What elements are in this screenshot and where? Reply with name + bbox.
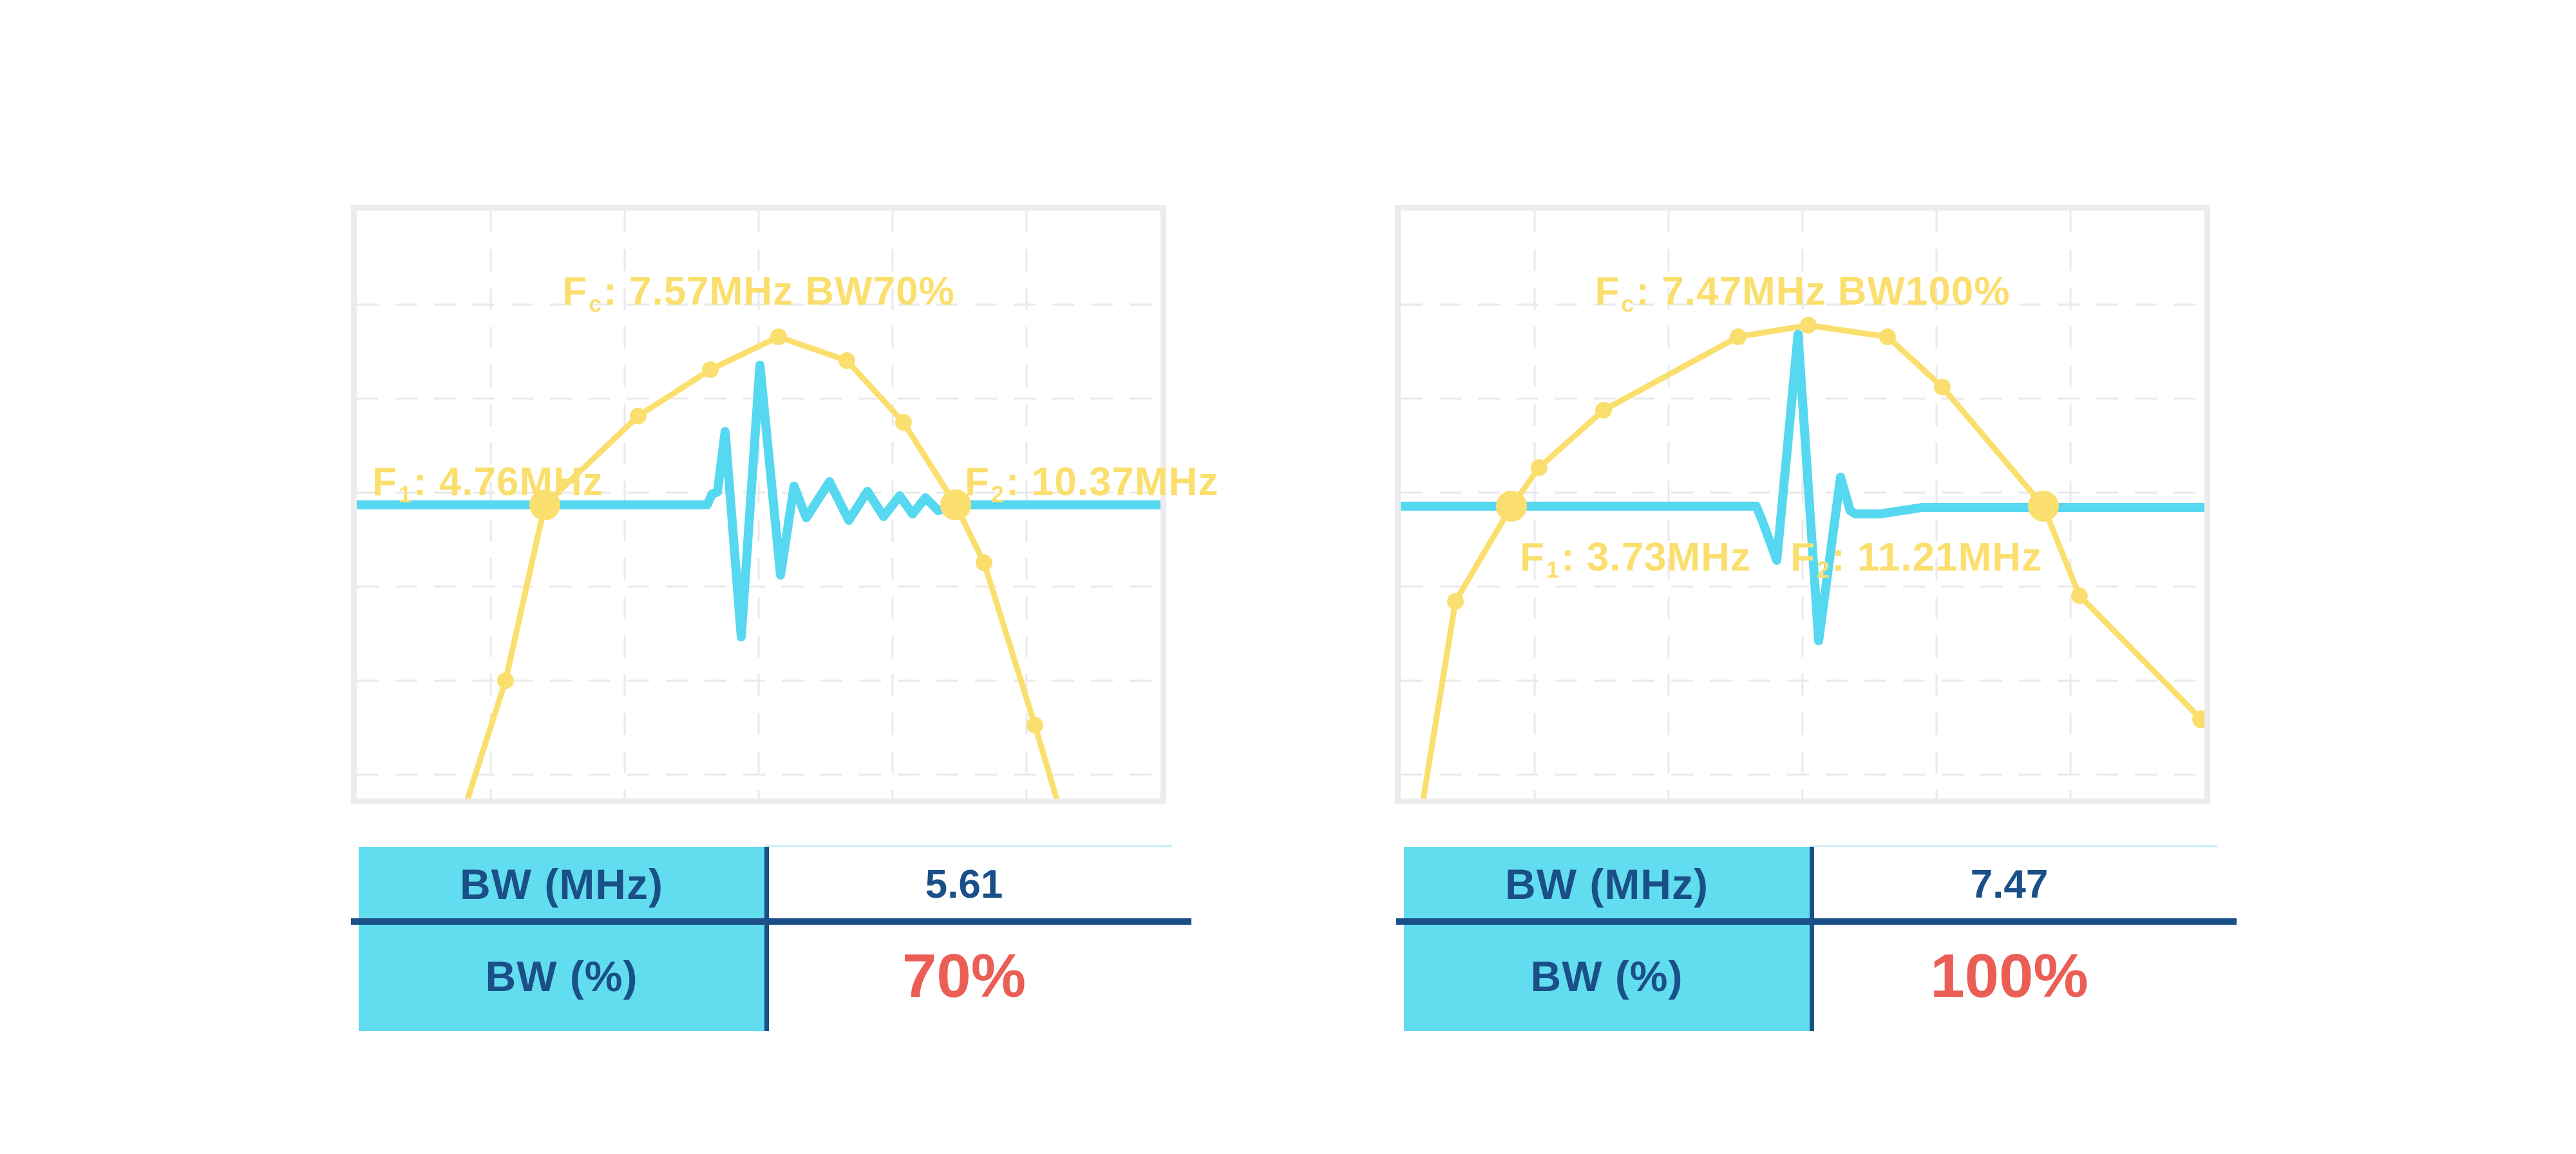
spectrum-chart-canvas-left [357, 211, 1160, 799]
frequency-spectrum-marker [2028, 491, 2059, 522]
spectrum-chart-canvas-right [1401, 211, 2204, 799]
f2-value: : 10.37MHz [1005, 460, 1219, 504]
bw-mhz-value-text: 7.47 [1970, 862, 2049, 907]
bw-percent-value-text: 100% [1930, 941, 2088, 1010]
frequency-spectrum-marker [2071, 587, 2088, 604]
frequency-spectrum-marker [1531, 459, 1548, 476]
spectrum-chart-panel-right: Fc: 7.47MHz BW100% F1: 3.73MHz F2: 11.21… [1395, 205, 2210, 804]
frequency-spectrum-marker [1800, 317, 1817, 334]
f1-subscript: 1 [1546, 556, 1560, 583]
f2-symbol: F [965, 460, 990, 504]
frequency-spectrum-marker [895, 414, 912, 431]
fc-subscript: c [1621, 290, 1635, 317]
lower-frequency-label: F1: 4.76MHz [372, 459, 603, 511]
table-top-rule [764, 845, 1172, 847]
frequency-spectrum-marker [1496, 491, 1527, 522]
f2-subscript: 2 [1816, 556, 1830, 583]
frequency-spectrum-marker [838, 352, 855, 369]
frequency-spectrum-marker [940, 489, 971, 520]
bw-percent-value-cell: 70% [769, 922, 1159, 1031]
table-vertical-divider [764, 847, 769, 1031]
bw-mhz-header-text: BW (MHz) [1505, 860, 1709, 908]
pulse-waveform-line [1401, 330, 2204, 645]
fc-subscript: c [589, 290, 603, 317]
frequency-spectrum-marker [1730, 328, 1747, 345]
frequency-spectrum-marker [976, 554, 992, 571]
bw-mhz-value-cell: 5.61 [769, 847, 1159, 922]
upper-frequency-label: F2: 11.21MHz [1790, 534, 2042, 586]
frequency-spectrum-marker [1934, 379, 1951, 395]
table-horizontal-divider [1396, 918, 2237, 925]
fc-symbol: F [1595, 269, 1620, 314]
bw-percent-header-text: BW (%) [485, 952, 638, 1000]
bw-percent-value-text: 70% [902, 941, 1027, 1010]
f1-value: : 3.73MHz [1560, 535, 1751, 580]
table-horizontal-divider [351, 918, 1191, 925]
frequency-spectrum-marker [529, 489, 560, 520]
upper-frequency-label: F2: 10.37MHz [965, 459, 1218, 511]
bandwidth-table-left: BW (MHz) 5.61 BW (%) 70% [351, 845, 1191, 1031]
frequency-spectrum-marker [702, 361, 719, 378]
bandwidth-table-right: BW (MHz) 7.47 BW (%) 100% [1396, 845, 2237, 1031]
fc-symbol: F [562, 269, 588, 314]
frequency-spectrum-marker [770, 328, 787, 345]
bw-mhz-header-cell: BW (MHz) [1404, 847, 1810, 922]
table-top-rule [1810, 845, 2217, 847]
center-frequency-label: Fc: 7.47MHz BW100% [1595, 269, 2011, 320]
frequency-spectrum-marker [1595, 402, 1612, 419]
f1-symbol: F [1520, 535, 1545, 580]
bw-mhz-header-text: BW (MHz) [460, 860, 663, 908]
bw-mhz-header-cell: BW (MHz) [359, 847, 764, 922]
f2-symbol: F [1790, 535, 1815, 580]
table-vertical-divider [1810, 847, 1814, 1031]
bw-mhz-value-text: 5.61 [925, 862, 1003, 907]
frequency-spectrum-marker [1027, 717, 1043, 733]
spectrum-chart-panel-left: Fc: 7.57MHz BW70% F1: 4.76MHz F2: 10.37M… [351, 205, 1218, 804]
f1-symbol: F [372, 460, 397, 504]
f1-subscript: 1 [398, 480, 412, 507]
frequency-spectrum-line [464, 334, 1060, 799]
frequency-spectrum-marker [1879, 328, 1896, 345]
frequency-spectrum-marker [1447, 593, 1464, 610]
bw-percent-header-cell: BW (%) [1404, 922, 1810, 1031]
fc-value: : 7.47MHz BW100% [1636, 269, 2011, 314]
f1-value: : 4.76MHz [413, 460, 603, 504]
f2-subscript: 2 [990, 480, 1005, 507]
center-frequency-label: Fc: 7.57MHz BW70% [562, 269, 954, 320]
bw-percent-header-text: BW (%) [1530, 952, 1683, 1000]
bw-mhz-value-cell: 7.47 [1814, 847, 2204, 922]
frequency-spectrum-marker [2192, 710, 2204, 728]
frequency-spectrum-marker [497, 672, 514, 689]
pulse-waveform-line [357, 361, 1160, 641]
bw-percent-header-cell: BW (%) [359, 922, 764, 1031]
lower-frequency-label: F1: 3.73MHz [1520, 534, 1751, 586]
bw-percent-value-cell: 100% [1814, 922, 2204, 1031]
fc-value: : 7.57MHz BW70% [603, 269, 955, 314]
f2-value: : 11.21MHz [1831, 535, 2042, 580]
frequency-spectrum-marker [630, 408, 647, 424]
